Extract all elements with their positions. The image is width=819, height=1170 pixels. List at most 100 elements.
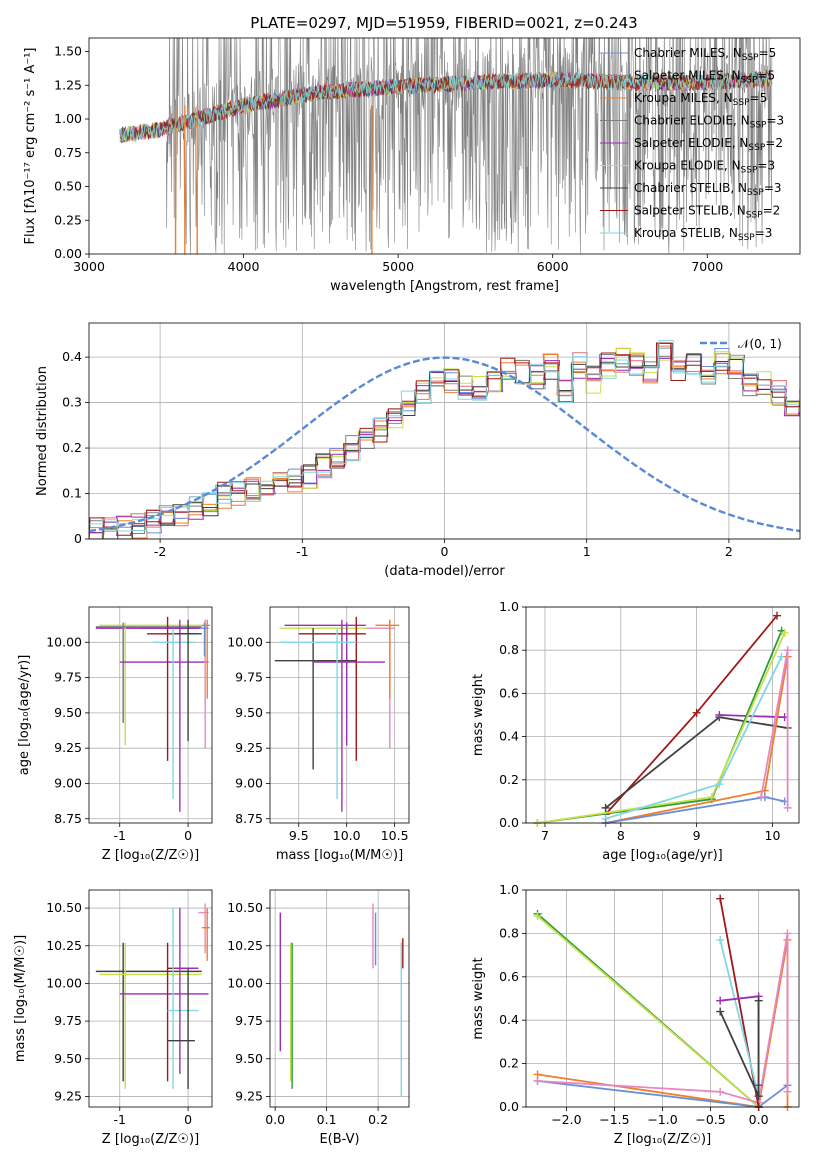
- x-axis-label: Z [log₁₀(Z/Z☉)]: [102, 1132, 199, 1147]
- massweight-marker: [783, 1087, 792, 1096]
- y-tick-label: 0.6: [499, 969, 519, 984]
- age-vs-mass-panel: 9.5 10.0 10.5 8.75 9.00 9.25 9.50 9.75 10.00 mass…: [227, 606, 410, 863]
- spectrum-series-line: [119, 71, 773, 144]
- x-tick-label: 4000: [228, 259, 260, 274]
- x-axis-label: Z [log₁₀(Z/Z☉)]: [102, 848, 199, 863]
- x-tick-label: 10: [765, 828, 781, 843]
- massweight-marker: [715, 780, 724, 789]
- y-tick-label: 1.00: [54, 111, 82, 126]
- axes-frame: [88, 889, 213, 1108]
- y-tick-label: 0.4: [62, 349, 82, 364]
- spectrum-legend: Chabrier MILES, NSSP=5 Salpeter MILES, NS…: [600, 46, 784, 243]
- x-tick-label: 0.2: [368, 1112, 388, 1127]
- x-tick-label: 6000: [537, 259, 569, 274]
- spectrum-series-line: [119, 71, 773, 143]
- y-axis-label: mass [log₁₀(M/M☉)]: [13, 935, 28, 1062]
- errorbar-plot: [95, 616, 210, 812]
- histogram-series: [89, 340, 800, 539]
- errorbar-plot: [279, 903, 404, 1097]
- massweight-marker: [754, 1092, 763, 1101]
- x-tick-label: 7: [541, 828, 549, 843]
- y-tick-label: 10.00: [46, 634, 82, 649]
- mass-weight-vs-age-panel: 7 8 9 10 0.0 0.2 0.4 0.6 0.8 1.0 age [log₁₀(age/yr…: [471, 599, 800, 863]
- y-axis-label: age [log₁₀(age/yr)]: [17, 655, 32, 776]
- y-tick-label: 9.50: [235, 1051, 263, 1066]
- massweight-marker: [533, 912, 542, 921]
- x-tick-label: −1.5: [599, 1112, 629, 1127]
- y-tick-label: 0.75: [54, 145, 82, 160]
- y-tick-label: 0.50: [54, 179, 82, 194]
- y-tick-label: 10.00: [46, 975, 82, 990]
- massweight-marker: [783, 929, 792, 938]
- legend-entry: Chabrier MILES, NSSP=5: [634, 46, 776, 63]
- massweight-marker: [783, 646, 792, 655]
- y-tick-label: 1.0: [499, 882, 519, 897]
- y-tick-label: 0.8: [499, 925, 519, 940]
- y-axis-label: mass weight: [471, 674, 486, 756]
- x-tick-label: 10.0: [333, 828, 361, 843]
- y-tick-label: 9.75: [54, 1013, 82, 1028]
- axes-frame: [88, 37, 801, 255]
- legend-entry: Chabrier STELIB, NSSP=3: [634, 181, 782, 198]
- x-tick-label: −1.0: [647, 1112, 677, 1127]
- legend-entry: Salpeter ELODIE, NSSP=2: [634, 136, 783, 153]
- y-tick-label: 9.50: [235, 705, 263, 720]
- y-tick-label: 9.75: [235, 670, 263, 685]
- legend-entry: Salpeter MILES, NSSP=5: [634, 69, 775, 86]
- axes-frame: [269, 606, 410, 824]
- x-tick-label: 0.1: [317, 1112, 337, 1127]
- x-tick-label: -2: [154, 544, 166, 559]
- x-tick-label: 10.5: [381, 828, 409, 843]
- y-tick-label: 9.75: [235, 1013, 263, 1028]
- y-tick-label: 8.75: [235, 811, 263, 826]
- x-tick-label: -1: [296, 544, 308, 559]
- axes-frame: [525, 606, 800, 824]
- legend-entry: Kroupa ELODIE, NSSP=3: [634, 159, 775, 176]
- y-tick-label: 0.3: [62, 395, 82, 410]
- x-axis-label: wavelength [Angstrom, rest frame]: [330, 279, 559, 294]
- x-tick-label: 2: [725, 544, 733, 559]
- x-tick-label: 5000: [382, 259, 414, 274]
- y-tick-label: 0: [74, 531, 82, 546]
- x-axis-label: age [log₁₀(age/yr)]: [602, 848, 723, 863]
- y-tick-label: 10.00: [227, 975, 263, 990]
- mass-vs-ebv-panel: 0.0 0.1 0.2 9.25 9.50 9.75 10.00 10.25 10.50 E(B-…: [227, 889, 410, 1147]
- y-axis-label: Flux [fλ10⁻¹⁷ erg cm⁻² s⁻¹ A⁻¹]: [23, 48, 38, 245]
- mass-vs-Z-panel: -1 0 9.25 9.50 9.75 10.00 10.25 10.50 Z [log₁₀(Z…: [13, 889, 213, 1147]
- y-tick-label: 0.0: [499, 1099, 519, 1114]
- y-tick-label: 0.6: [499, 685, 519, 700]
- massweight-marker: [533, 1076, 542, 1085]
- x-axis-label: Z [log₁₀(Z/Z☉)]: [614, 1132, 711, 1147]
- massweight-marker: [707, 793, 716, 802]
- x-tick-label: −0.5: [695, 1112, 725, 1127]
- y-tick-label: 9.75: [54, 670, 82, 685]
- y-tick-label: 9.00: [54, 775, 82, 790]
- massweight-marker: [716, 1087, 725, 1096]
- x-tick-label: 0: [441, 544, 449, 559]
- spectrum-panel: 3000 4000 5000 6000 7000 0.00 0.25 0.50 0.75 1.00…: [23, 37, 801, 294]
- axes-frame: [88, 322, 801, 540]
- x-tick-label: 8: [617, 828, 625, 843]
- y-tick-label: 9.00: [235, 775, 263, 790]
- massweight-marker: [783, 803, 792, 812]
- age-vs-Z-panel: -1 0 8.75 9.00 9.25 9.50 9.75 10.00 Z [log₁₀(Z/Z…: [17, 606, 213, 863]
- x-tick-label: 0.0: [265, 1112, 285, 1127]
- x-tick-label: 1: [583, 544, 591, 559]
- massweight-marker: [715, 711, 724, 719]
- y-tick-label: 10.00: [227, 634, 263, 649]
- spectrum-noise-trace: [166, 38, 773, 254]
- massweight-marker: [601, 803, 610, 812]
- y-tick-label: 0.4: [499, 729, 519, 744]
- y-tick-label: 0.2: [499, 1056, 519, 1071]
- y-tick-label: 10.25: [46, 938, 82, 953]
- legend-entry: Kroupa STELIB, NSSP=3: [634, 226, 772, 243]
- x-tick-label: -1: [114, 1112, 126, 1127]
- y-tick-label: 0.4: [499, 1012, 519, 1027]
- x-tick-label: 0.0: [749, 1112, 769, 1127]
- massweight-marker: [716, 935, 725, 944]
- x-tick-label: 0: [184, 1112, 192, 1127]
- x-axis-label: mass [log₁₀(M/M☉)]: [276, 848, 403, 863]
- massweight-marker: [780, 628, 789, 637]
- x-tick-label: 0: [184, 828, 192, 843]
